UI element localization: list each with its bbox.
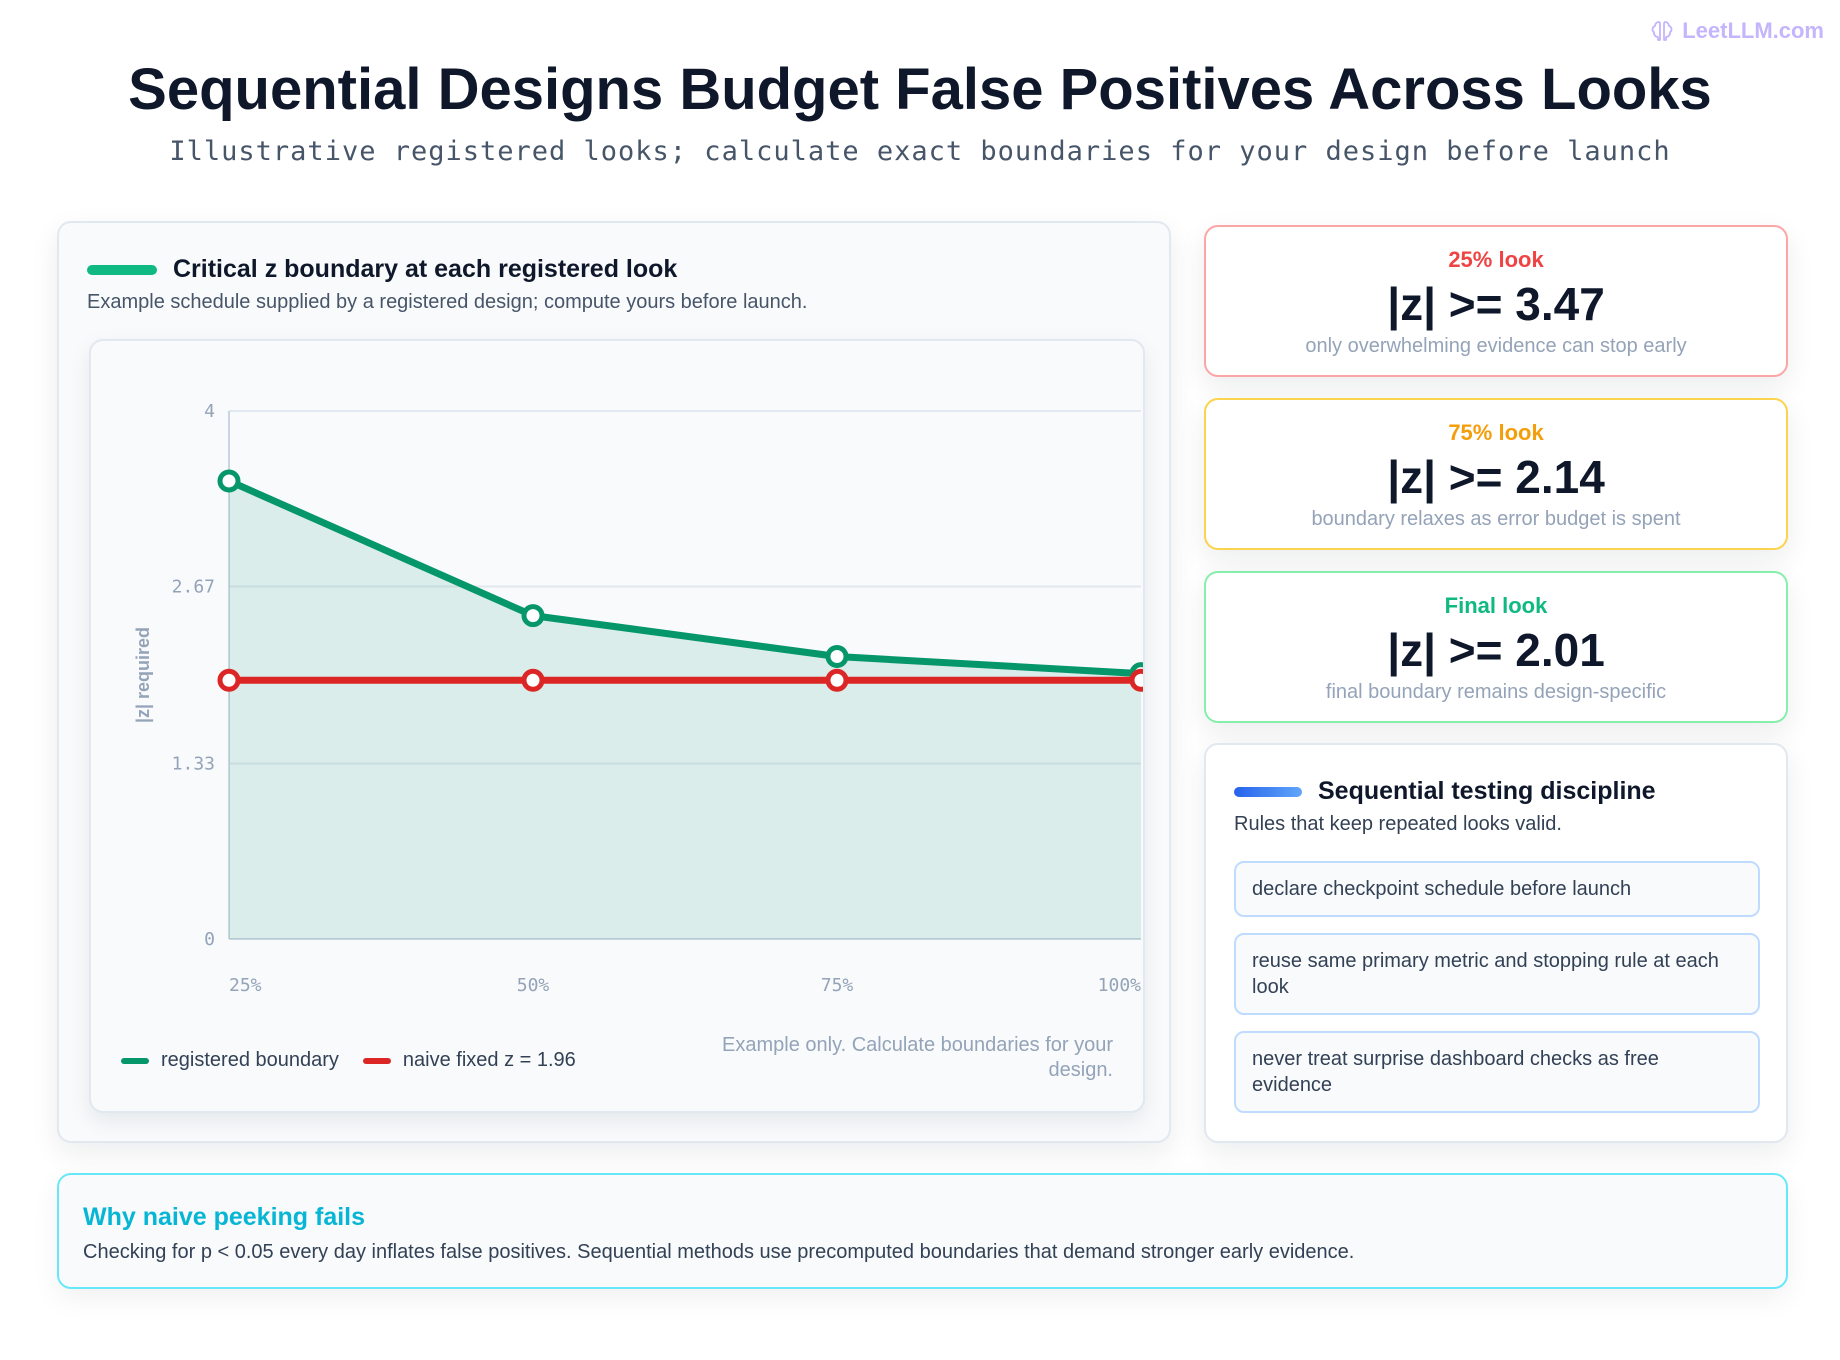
stat-label: Final look: [1444, 593, 1548, 618]
x-tick-label: 100%: [1098, 975, 1142, 996]
stat-card-final: Final look |z| >= 2.01 final boundary re…: [1204, 571, 1788, 723]
chart-card-subtitle: Example schedule supplied by a registere…: [87, 291, 808, 313]
legend-label-naive: naive fixed z = 1.96: [402, 1049, 576, 1071]
stat-desc: final boundary remains design-specific: [1325, 681, 1667, 703]
page-subtitle: Illustrative registered looks; calculate…: [169, 136, 1671, 167]
why-title: Why naive peeking fails: [83, 1203, 366, 1231]
stat-card-25: 25% look |z| >= 3.47 only overwhelming e…: [1204, 225, 1788, 377]
chart-accent-pill: [87, 264, 157, 275]
data-point-naive: [521, 668, 545, 692]
discipline-subtitle: Rules that keep repeated looks valid.: [1234, 813, 1562, 835]
chart-legend: registered boundary naive fixed z = 1.96: [121, 1049, 576, 1072]
brand-text: LeetLLM.com: [1682, 18, 1824, 43]
stat-value: |z| >= 2.14: [1387, 451, 1605, 503]
brain-icon: [1651, 21, 1673, 41]
rule-item: never treat surprise dashboard checks as…: [1234, 1031, 1760, 1113]
discipline-accent-pill: [1234, 786, 1302, 797]
y-tick-label: 4: [204, 401, 215, 422]
legend-swatch-boundary: [121, 1057, 149, 1064]
data-point-naive: [825, 668, 849, 692]
chart-card-header: Critical z boundary at each registered l…: [87, 255, 677, 284]
brand-logo[interactable]: LeetLLM.com: [1650, 14, 1824, 48]
data-point-boundary: [825, 645, 849, 669]
stat-label: 75% look: [1448, 420, 1544, 445]
data-point-boundary: [217, 469, 241, 493]
x-tick-label: 75%: [821, 975, 854, 996]
rule-item: reuse same primary metric and stopping r…: [1234, 933, 1760, 1015]
stat-label: 25% look: [1448, 247, 1544, 272]
chart-note: Example only. Calculate boundaries for y…: [722, 1034, 1113, 1081]
y-tick-label: 1.33: [172, 753, 215, 774]
x-tick-label: 25%: [229, 975, 262, 996]
stat-value: |z| >= 3.47: [1387, 278, 1605, 330]
legend-item-naive: naive fixed z = 1.96: [362, 1049, 576, 1072]
boundary-area: [229, 480, 1141, 939]
line-chart: 0 1.33 2.67 4 |z| required 25% 50% 75% 100%: [133, 401, 1143, 996]
stat-card-75: 75% look |z| >= 2.14 boundary relaxes as…: [1204, 398, 1788, 550]
data-point-naive: [217, 668, 241, 692]
y-tick-label: 2.67: [172, 577, 215, 598]
y-axis-label: |z| required: [133, 627, 153, 723]
legend-swatch-naive: [362, 1057, 391, 1064]
chart-card-title: Critical z boundary at each registered l…: [173, 255, 678, 283]
x-tick-label: 50%: [517, 975, 550, 996]
discipline-title: Sequential testing discipline: [1318, 777, 1656, 805]
data-point-naive: [1129, 668, 1143, 692]
chart-card: Critical z boundary at each registered l…: [57, 221, 1171, 1143]
stat-desc: boundary relaxes as error budget is spen…: [1311, 508, 1681, 530]
stat-value: |z| >= 2.01: [1387, 624, 1605, 676]
series-line-boundary: [225, 477, 1143, 678]
legend-label-boundary: registered boundary: [161, 1049, 339, 1071]
why-card: Why naive peeking fails Checking for p <…: [57, 1173, 1788, 1289]
y-tick-label: 0: [204, 929, 215, 950]
discipline-card: Sequential testing discipline Rules that…: [1204, 743, 1788, 1143]
legend-item-boundary: registered boundary: [121, 1049, 339, 1072]
rule-item: declare checkpoint schedule before launc…: [1234, 861, 1760, 917]
page-title: Sequential Designs Budget False Positive…: [128, 57, 1712, 122]
data-point-boundary: [521, 604, 545, 628]
plot-panel: 0 1.33 2.67 4 |z| required 25% 50% 75% 100% regi…: [89, 339, 1145, 1113]
discipline-header: Sequential testing discipline: [1234, 777, 1656, 806]
stat-desc: only overwhelming evidence can stop earl…: [1305, 335, 1687, 357]
why-text: Checking for p < 0.05 every day inflates…: [83, 1241, 1355, 1263]
